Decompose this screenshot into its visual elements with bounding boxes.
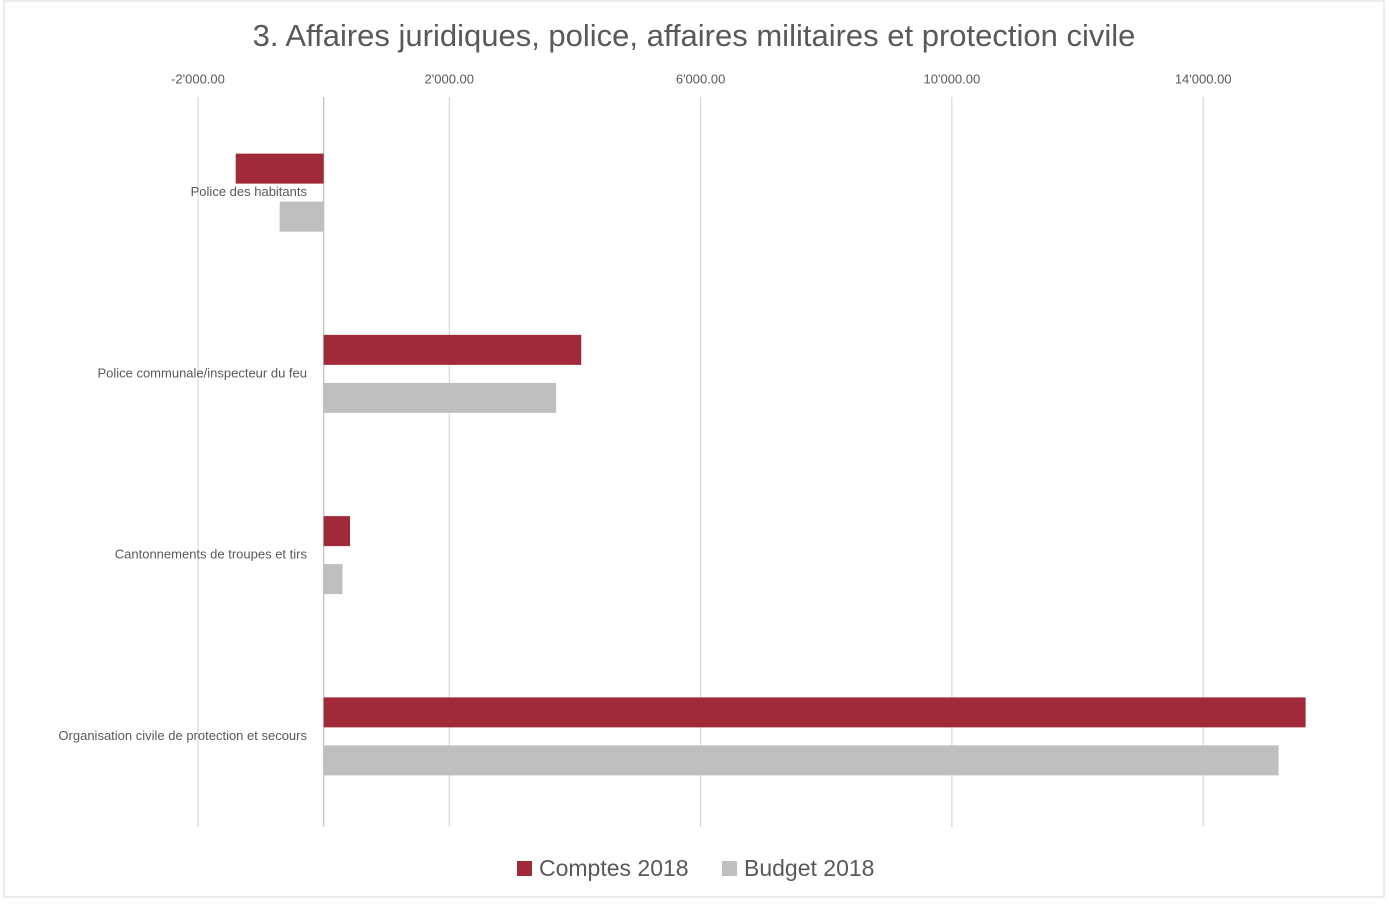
bar [323,334,582,365]
bar [323,516,351,547]
chart-title: 3. Affaires juridiques, police, affaires… [253,18,1136,53]
y-tick-label: Police communale/inspecteur du feu [97,365,307,380]
bar [323,564,343,595]
legend-label: Comptes 2018 [539,855,689,881]
bar [323,382,557,413]
legend-swatch [517,861,532,876]
bar [323,745,1279,776]
x-tick-label: 2'000.00 [425,71,474,86]
x-tick-label: -2'000.00 [171,71,225,86]
legend-label: Budget 2018 [744,855,874,881]
y-tick-label: Organisation civile de protection et sec… [58,728,307,743]
x-tick-label: 10'000.00 [924,71,981,86]
x-tick-label: 6'000.00 [676,71,725,86]
bar [235,153,324,184]
x-tick-label: 14'000.00 [1175,71,1232,86]
bar [323,697,1306,728]
legend-swatch [722,861,737,876]
y-tick-label: Cantonnements de troupes et tirs [115,547,308,562]
bar [279,201,324,232]
y-tick-label: Police des habitants [191,184,308,199]
